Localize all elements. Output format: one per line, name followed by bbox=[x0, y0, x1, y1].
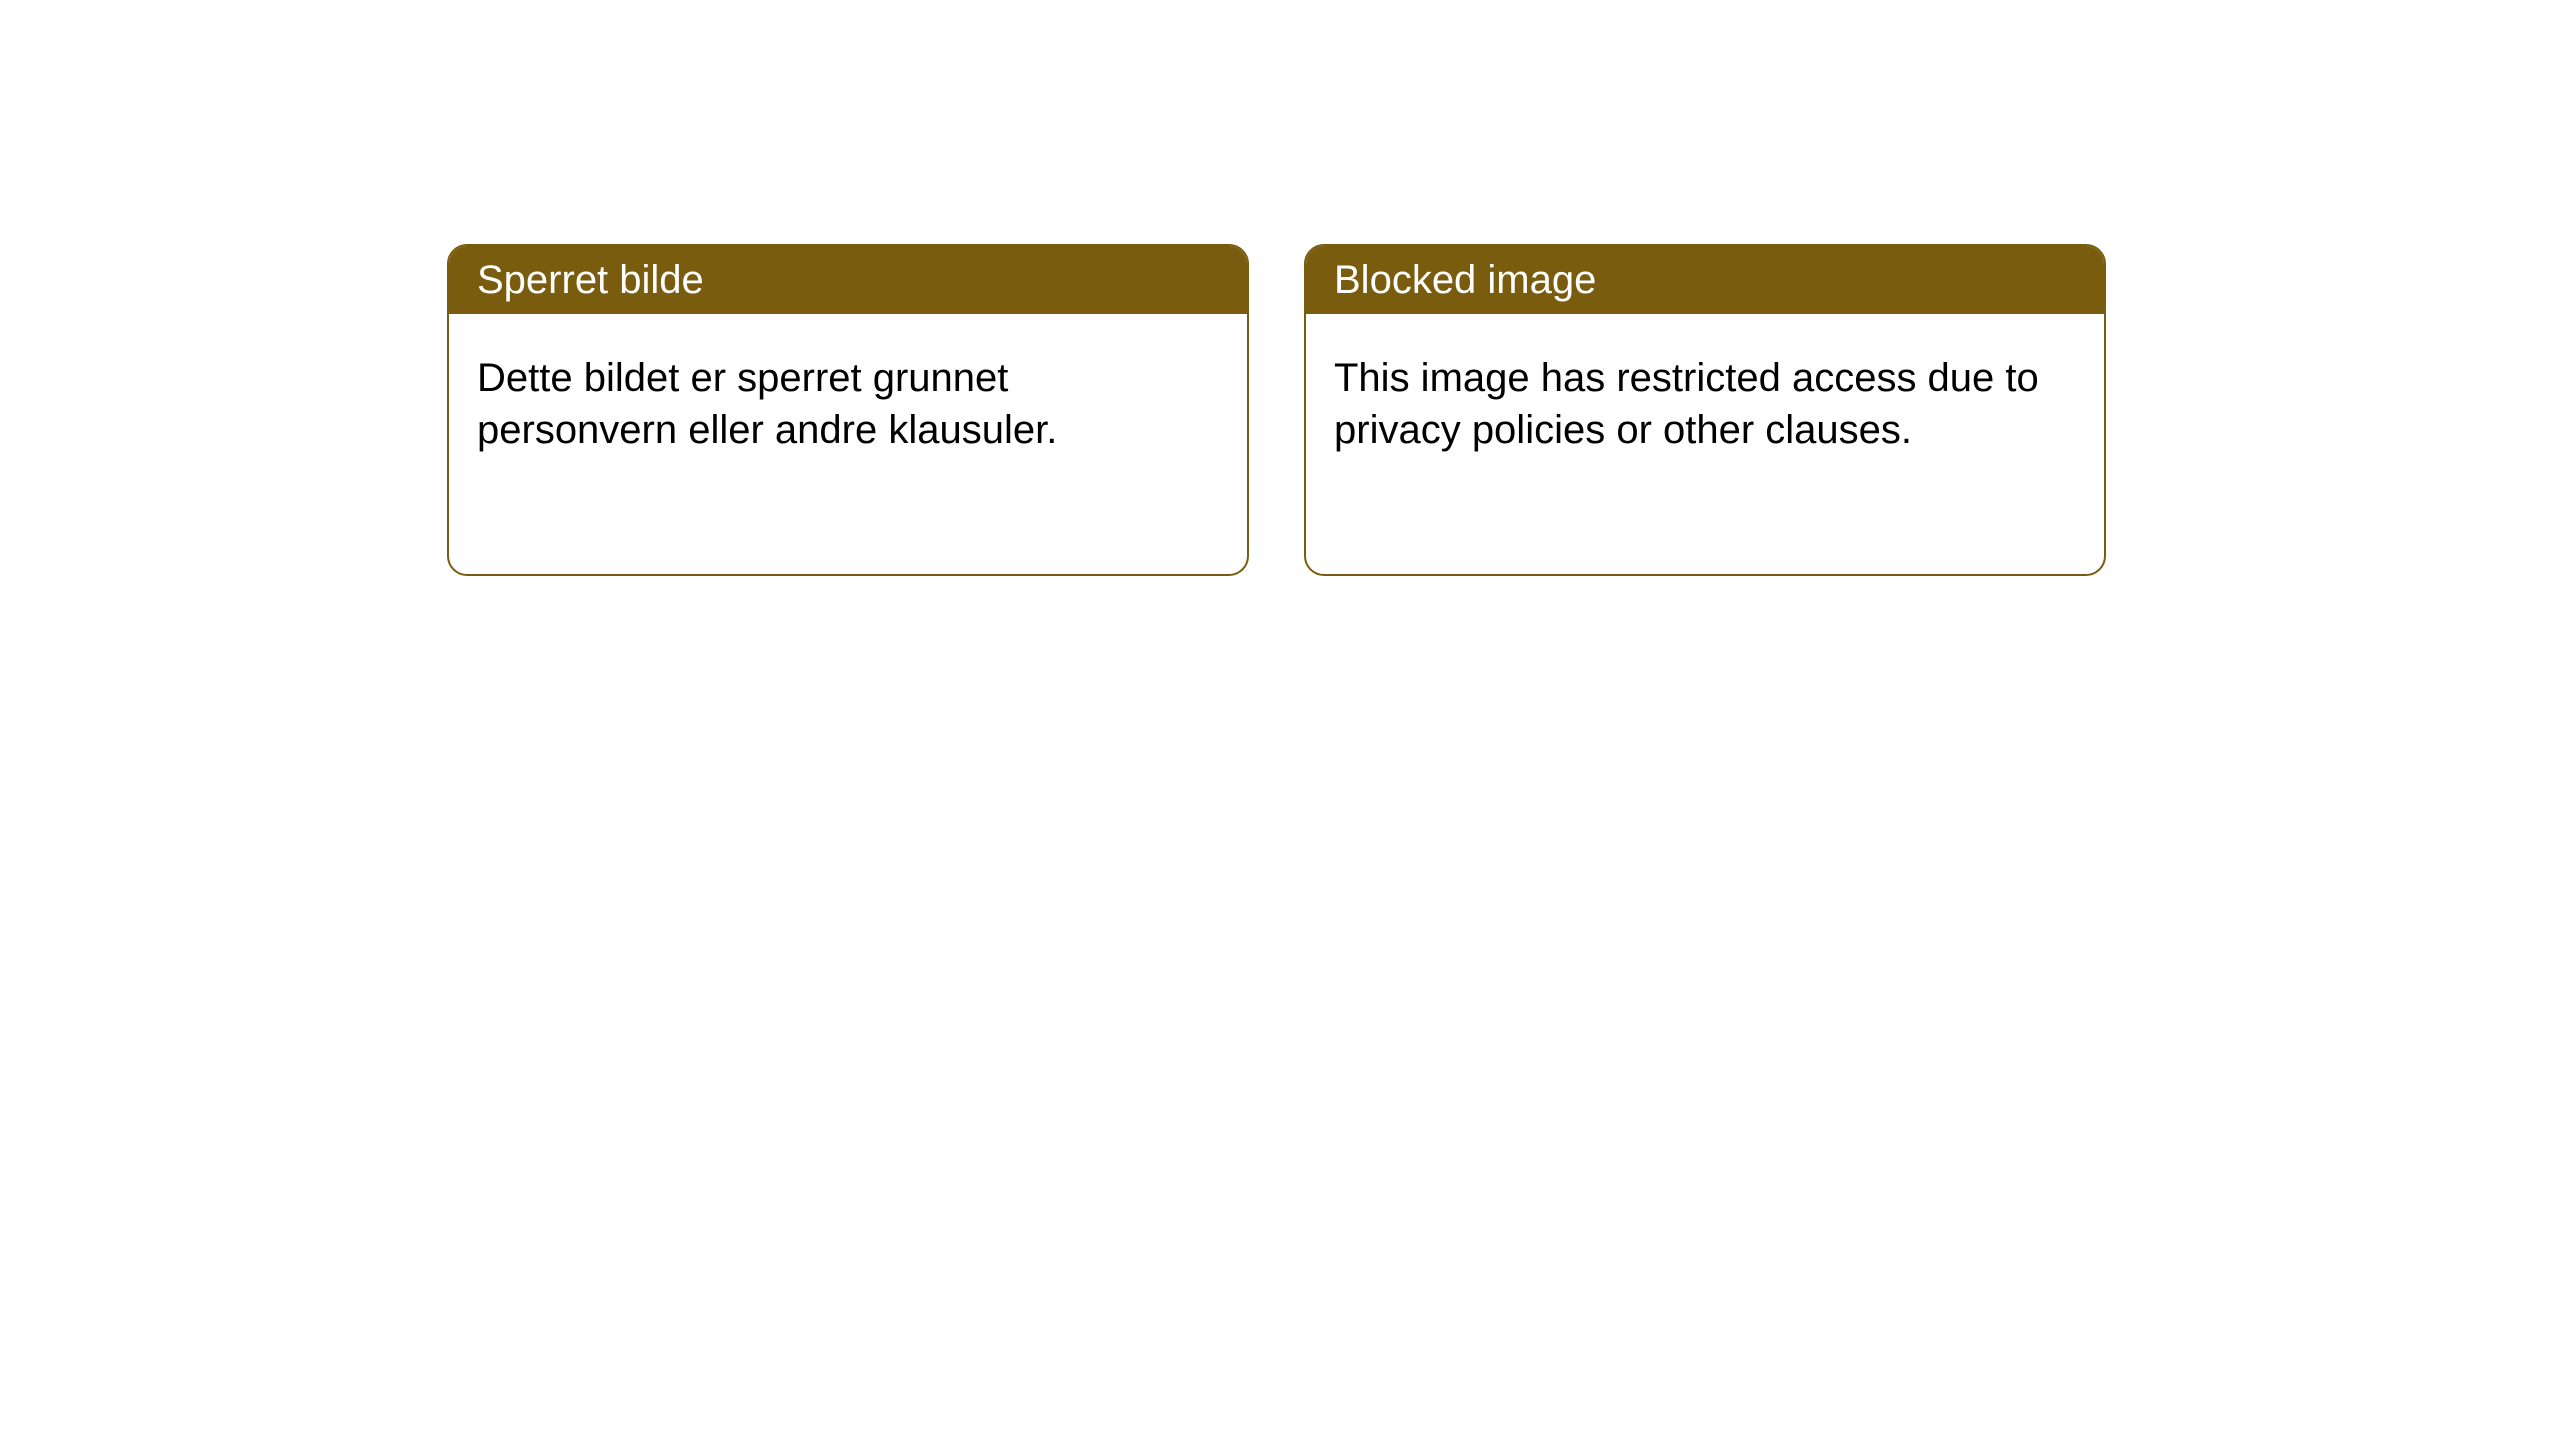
notice-header: Sperret bilde bbox=[449, 246, 1247, 314]
notice-header: Blocked image bbox=[1306, 246, 2104, 314]
notice-message: Dette bildet er sperret grunnet personve… bbox=[449, 314, 1247, 494]
notice-container: Sperret bilde Dette bildet er sperret gr… bbox=[0, 0, 2560, 576]
notice-box-norwegian: Sperret bilde Dette bildet er sperret gr… bbox=[447, 244, 1249, 576]
notice-box-english: Blocked image This image has restricted … bbox=[1304, 244, 2106, 576]
notice-message: This image has restricted access due to … bbox=[1306, 314, 2104, 494]
